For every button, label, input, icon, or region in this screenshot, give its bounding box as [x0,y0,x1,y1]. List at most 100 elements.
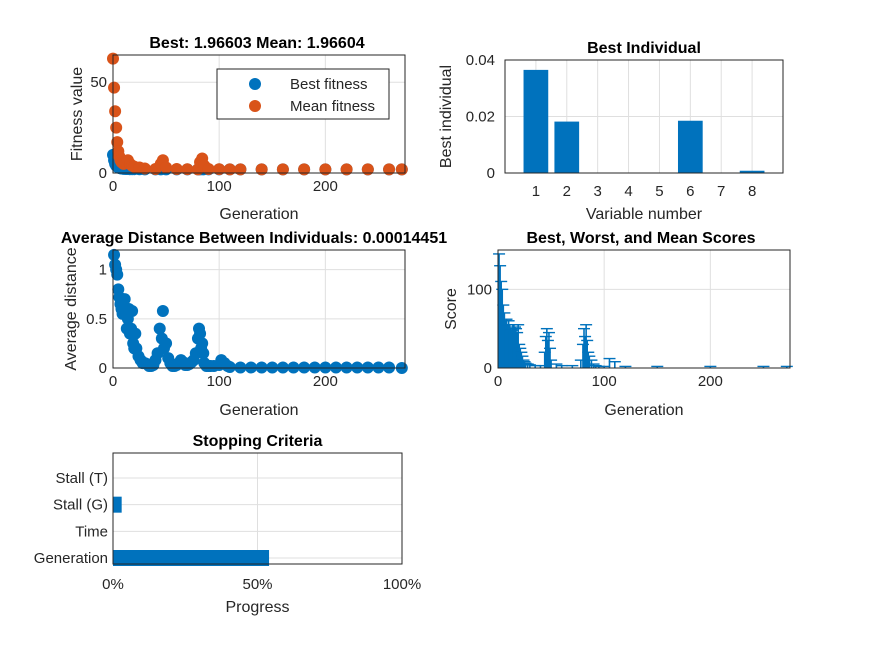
mean-fitness-point [340,163,353,176]
distance-point [160,337,173,350]
x-tick-label: 3 [593,183,601,200]
distance-point [118,293,131,306]
mean-fitness-point [109,105,122,118]
distance-point [126,304,139,317]
mean-fitness-point [395,163,408,176]
axes-box [112,54,406,174]
x-tick-label: 5 [655,183,663,200]
x-tick-label: 100 [592,373,617,390]
x-tick-label: 1 [532,183,540,200]
legend-entry: Best fitness [290,76,368,93]
chart-title: Best: 1.96603 Mean: 1.96604 [149,35,364,52]
mean-fitness-point [181,163,194,176]
y-tick-label: 0.5 [86,311,107,328]
chart-title: Best, Worst, and Mean Scores [526,230,755,247]
mean-fitness-point [234,163,247,176]
distance-point [156,304,169,317]
x-tick-label: 200 [313,178,338,195]
legend-best-fitness-marker [249,78,261,90]
y-tick-label: 0 [99,165,107,182]
bar [523,69,549,173]
stopping-criteria-plot: 0% 50% 100% Stall (T) Stall (G) Time Generatio… [34,433,421,616]
x-tick-label: 50% [242,576,272,593]
distance-point [223,361,236,374]
best-individual-plot: 1 2 3 4 5 6 7 8 0 0.02 0.04 Best Individual Variable… [438,40,784,223]
mean-fitness-point [383,163,396,176]
y-axis-label: Best individual [438,65,455,168]
mean-fitness-point [213,163,226,176]
x-axis-label: Variable number [586,206,703,223]
bar [554,121,580,173]
mean-fitness-point [298,163,311,176]
mean-fitness-point [138,162,151,175]
x-tick-label: 200 [313,373,338,390]
y-axis-label: Fitness value [69,67,86,161]
x-tick-label: 0 [494,373,502,390]
x-axis-label: Generation [219,402,298,419]
bar [739,170,765,173]
distance-point [197,347,210,360]
x-axis-label: Progress [225,599,289,616]
mean-fitness-point [108,81,121,94]
x-tick-label: 200 [698,373,723,390]
fitness-plot: 0 100 200 0 50 Best: 1.96603 Mean: 1.96604 Gen… [69,35,408,223]
x-tick-label: 2 [563,183,571,200]
plot-area [498,250,790,368]
legend-box [216,68,390,120]
x-tick-label: 8 [748,183,756,200]
x-tick-label: 100 [207,178,232,195]
mean-fitness-point [319,163,332,176]
progress-bar [113,496,122,513]
chart-title: Average Distance Between Individuals: 0.… [61,230,447,247]
legend-entry: Mean fitness [290,98,375,115]
y-tick-label: 0.02 [466,109,495,126]
distance-point [111,268,124,281]
mean-fitness-point [255,163,268,176]
mean-fitness-point [111,136,124,149]
y-tick-label: 0 [99,360,107,377]
y-axis-label: Average distance [63,247,80,370]
mean-fitness-point [170,163,183,176]
distance-point [194,327,207,340]
distance-point [153,322,166,335]
chart-title: Stopping Criteria [193,433,323,450]
legend-mean-fitness-marker [249,100,261,112]
x-tick-label: 100 [207,373,232,390]
mean-fitness-point [276,163,289,176]
axes-box [112,452,403,565]
y-tick-label: 50 [90,74,107,91]
category-label: Generation [34,550,108,567]
x-tick-label: 0 [109,178,117,195]
x-tick-label: 4 [624,183,632,200]
category-label: Stall (G) [53,497,108,514]
y-tick-label: 100 [467,281,492,298]
x-axis-label: Generation [604,402,683,419]
distance-point [196,337,209,350]
distance-point [108,248,121,261]
chart-title: Best Individual [587,40,701,57]
y-tick-label: 0.04 [466,52,495,69]
y-tick-label: 0 [484,360,492,377]
mean-fitness-point [202,163,215,176]
y-tick-label: 1 [99,262,107,279]
mean-fitness-point [361,163,374,176]
mean-fitness-point [223,163,236,176]
category-label: Stall (T) [56,470,109,487]
x-axis-label: Generation [219,206,298,223]
x-tick-label: 7 [717,183,725,200]
y-tick-label: 0 [487,165,495,182]
mean-fitness-point [160,161,173,174]
y-axis-label: Score [443,288,460,330]
x-tick-label: 0 [109,373,117,390]
distance-point [129,327,142,340]
x-tick-label: 100% [383,576,421,593]
x-tick-label: 6 [686,183,694,200]
average-distance-plot: 0 100 200 0 0.5 1 Average Distance Between Ind… [61,230,447,419]
progress-bar [113,550,270,566]
bar [677,120,703,173]
axes-box [497,249,791,369]
category-label: Time [75,523,108,540]
legend: Best fitness Mean fitness [216,68,390,120]
axes-box [112,249,406,369]
